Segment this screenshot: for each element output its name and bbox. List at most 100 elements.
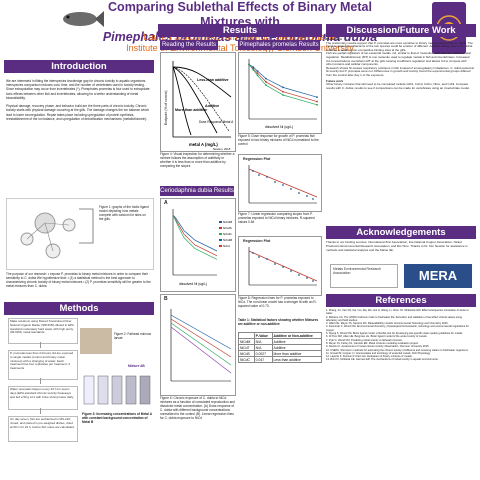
figure-5-caption: Figure 5: Dose response for growth of P.… (238, 134, 319, 146)
discussion-heading: Discussion/Future Work (326, 24, 476, 37)
authors: Lauren Stoczynski, Kim Newton, Stephen K… (143, 32, 337, 42)
regression-line (170, 314, 232, 350)
tab-ceriodaphnia-results: Ceriodaphnia dubia Results (160, 186, 234, 196)
data-point (265, 81, 267, 83)
regression-plot-2-title: Regression Plot (243, 239, 271, 243)
methods-arrow-2 (40, 378, 41, 384)
legend-swatch (219, 227, 222, 229)
data-point (306, 195, 308, 197)
panel-a-label: A (164, 200, 168, 206)
figure-1-biotic-ligand-model: Figure 1: graphs of the biotic ligand mo… (6, 198, 154, 270)
purpose-text: The purpose of our research: • expose P.… (6, 272, 151, 289)
discussion-paragraph-3: Research shows Ni causes respiratory pro… (326, 65, 474, 77)
legend-swatch (219, 221, 222, 223)
methods-step-3: Water renewals happen every 24 h for sev… (8, 386, 78, 410)
data-point (256, 70, 259, 72)
table-cell: Less than additive (271, 356, 323, 363)
data-point (274, 263, 276, 265)
tab-pimephales-results: Pimephales promelas Results (238, 40, 320, 50)
biotic-ligand-diagram (7, 199, 153, 269)
methods-step-4: On day seven, fish are euthanized in MS-… (8, 416, 78, 442)
intro-paragraph-2: Physical damage, recovery phase, and beh… (6, 104, 150, 121)
data-point (266, 176, 268, 178)
regression-plot-1-panel: Regression Plot (238, 154, 322, 212)
legend-label: NiCdM (223, 220, 233, 224)
table-1-caption: Table 1: Statistical factors showing whe… (238, 318, 319, 326)
data-point (252, 66, 255, 69)
data-point (298, 274, 300, 276)
data-point (282, 86, 284, 89)
reading-results-chart: Endpoint (% of control) metal A (mg/L) Les… (164, 61, 234, 151)
data-point (265, 77, 267, 80)
regression-line (248, 250, 318, 282)
mera-logo: MERA (404, 264, 472, 288)
data-point (274, 181, 276, 183)
regression-plot-1-title: Regression Plot (243, 157, 271, 161)
regression-plot-2-panel: Regression Plot (238, 236, 322, 296)
tab-reading-results: Reading the Results (160, 40, 218, 50)
table-row: NiCdC 0.047 Less than additive (238, 356, 323, 363)
legend-label: NiCdM (223, 238, 233, 242)
series-additive (172, 66, 218, 134)
discussion-paragraph-2: Fish are partial regulators of ion-essen… (326, 51, 471, 67)
reference-item: 7. Pyle G, Wood CM. Predicting nickel to… (326, 338, 403, 342)
data-point (282, 184, 284, 186)
reference-item: 1. Zhang, Xu, Van Vill, Xia, Cui, Ma, Wu… (326, 309, 469, 316)
data-point (282, 94, 284, 96)
fish-icon (63, 11, 104, 27)
reference-item: 11. Grosell M. Copper. In: Homeostasis a… (326, 351, 431, 355)
data-point (290, 270, 292, 272)
source-label: Newton, 2015 (213, 147, 231, 151)
data-point (316, 96, 318, 99)
legend-swatch (219, 233, 222, 235)
legend-label: NiCdC (223, 232, 233, 236)
data-point (252, 170, 254, 172)
label-less-than-additive: Less-than additive (197, 78, 229, 82)
figure-7-caption: Figure 7: Linear regression comparing sl… (238, 212, 315, 224)
series-line-NiCdS (248, 64, 318, 102)
data-point (248, 63, 250, 66)
ceriodaphnia-panel-b: B (160, 294, 236, 396)
data-point (312, 280, 314, 282)
legend-swatch (219, 239, 222, 241)
reference-item: 13. Brix KV, Schlekat CE, Garman ER. The… (326, 358, 439, 362)
reference-item: 2. Mebane CA. The (2006) Cadmium risks t… (326, 315, 462, 322)
figure-4-caption: Figure 4: Visual inspection for determin… (160, 152, 235, 168)
legend-label: NiCdS (223, 226, 232, 230)
reference-item: 5. Niyogi S, Wood CM. Biotic ligand mode… (326, 332, 464, 336)
data-point (256, 74, 259, 77)
panel-b-label: B (164, 296, 168, 302)
data-point (256, 72, 259, 75)
label-additive: Additive (205, 104, 219, 108)
legend-label: NiCd (223, 244, 230, 248)
acknowledgements-text: Thanks to our funding sources: Internati… (326, 241, 468, 252)
figure-3-caption: Figure 3: Increasing concentrations of M… (82, 412, 152, 424)
data-point (298, 192, 300, 194)
ceriodaphnia-panel-a: A NiCdM NiCdS NiCdC NiCdM NiCd dissolved Ni (… (160, 198, 236, 292)
discussion-text: Discussion The preliminary results suppo… (326, 38, 474, 224)
regression-line (248, 168, 318, 198)
series-line-NiCdM (172, 214, 218, 252)
reference-item: 10. USEPA. Short-term methods for estima… (326, 348, 469, 352)
data-point (316, 103, 318, 106)
statistics-table: P-Value Additive or Non-additive NiCdM N/A A… (238, 332, 323, 363)
reference-item: 3. Hiller NH. Meyer JS, Santore RC. Bioa… (326, 322, 449, 326)
discussion-subheading: Discussion (326, 38, 343, 41)
x-axis-label: dissolved Ni (ug/L) (265, 125, 293, 129)
data-point (316, 100, 318, 103)
data-point (282, 90, 284, 93)
methods-heading: Methods (4, 302, 154, 315)
data-point (282, 266, 284, 268)
data-point (252, 252, 254, 254)
results-heading: Results (158, 24, 322, 37)
pimephales-dose-response-panel: dissolved Ni (ug/L) (238, 52, 322, 134)
future-work-heading: Future work (326, 78, 344, 83)
data-point (312, 198, 314, 200)
y-axis-label: Endpoint (% of control) (164, 91, 168, 126)
references-heading: References (326, 294, 476, 307)
reading-results-panel: Endpoint (% of control) metal A (mg/L) Les… (160, 52, 236, 152)
data-point (265, 84, 267, 87)
reference-item: 4. Kamunde C, Wood CM. Environmental che… (326, 325, 469, 332)
reference-item: 6. Di Toro DM, Allen HE. Bergman HL. Bio… (326, 335, 428, 339)
